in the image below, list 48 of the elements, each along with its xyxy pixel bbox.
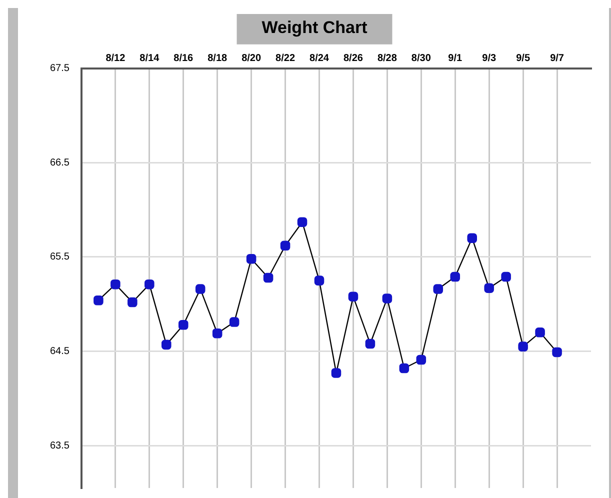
point [433, 284, 444, 294]
x-tick-label: 9/7 [550, 53, 564, 64]
x-tick-label: 8/26 [343, 53, 364, 64]
point [314, 276, 324, 286]
point [518, 342, 528, 352]
x-tick-label: 8/22 [276, 53, 296, 64]
y-tick-label: 66.5 [50, 157, 70, 168]
point [161, 340, 172, 350]
point [552, 347, 562, 358]
point [416, 354, 426, 365]
point [178, 320, 188, 330]
point [365, 338, 376, 349]
point [195, 284, 206, 294]
point [212, 328, 222, 338]
y-tick-label: 67.5 [50, 63, 70, 74]
point [297, 217, 308, 227]
point [246, 254, 256, 264]
x-tick-label: 9/5 [516, 53, 530, 64]
x-tick-label: 9/3 [482, 53, 496, 64]
point [94, 295, 104, 306]
x-tick-label: 8/24 [310, 53, 330, 64]
x-tick-label: 8/28 [377, 53, 398, 64]
point [110, 279, 120, 290]
point [450, 272, 460, 282]
x-tick-label: 8/20 [242, 53, 262, 64]
point [263, 272, 274, 283]
point [280, 240, 290, 251]
point [382, 294, 392, 304]
point [331, 368, 342, 378]
point [348, 292, 358, 302]
point [128, 297, 138, 308]
chart-title: Weight Chart [262, 18, 368, 37]
y-tick-label: 65.5 [50, 252, 70, 263]
x-tick-label: 8/18 [208, 53, 228, 64]
point [535, 328, 545, 338]
point [467, 233, 477, 244]
point [484, 283, 494, 293]
point [144, 279, 154, 290]
y-tick-label: 64.5 [50, 346, 70, 358]
point [399, 363, 410, 374]
point [501, 272, 511, 282]
x-tick-label: 8/14 [140, 53, 160, 64]
x-tick-label: 8/16 [174, 53, 194, 64]
x-tick-label: 8/30 [411, 53, 432, 64]
x-tick-label: 8/12 [106, 53, 126, 64]
point [229, 317, 240, 327]
y-tick-label: 63.5 [50, 440, 70, 452]
x-tick-label: 9/1 [448, 53, 463, 64]
